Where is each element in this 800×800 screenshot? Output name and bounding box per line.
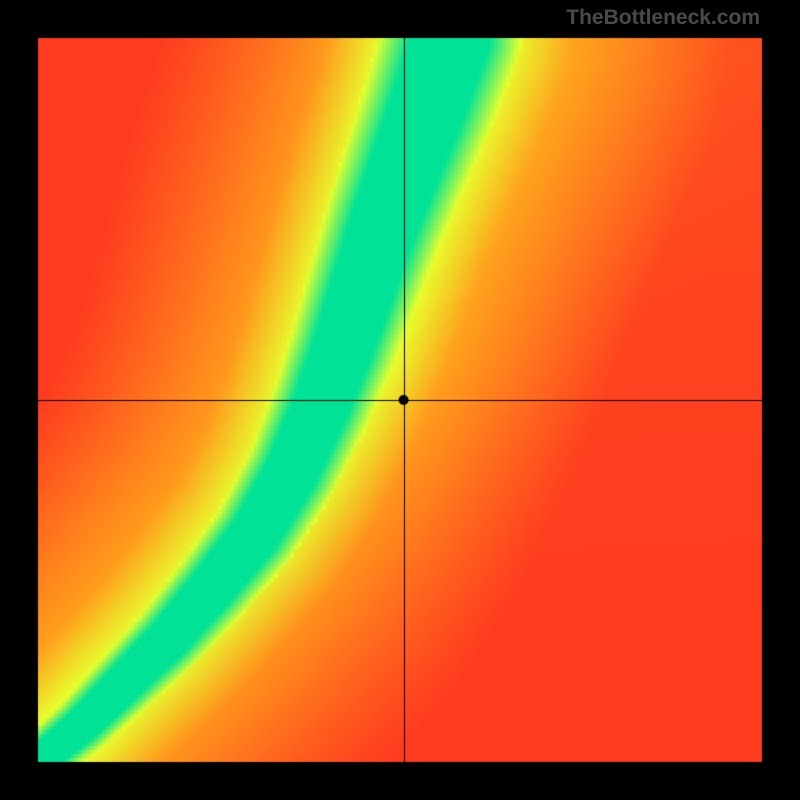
watermark-text: TheBottleneck.com — [566, 6, 760, 30]
heatmap-canvas — [0, 0, 800, 800]
chart-container: TheBottleneck.com — [0, 0, 800, 800]
